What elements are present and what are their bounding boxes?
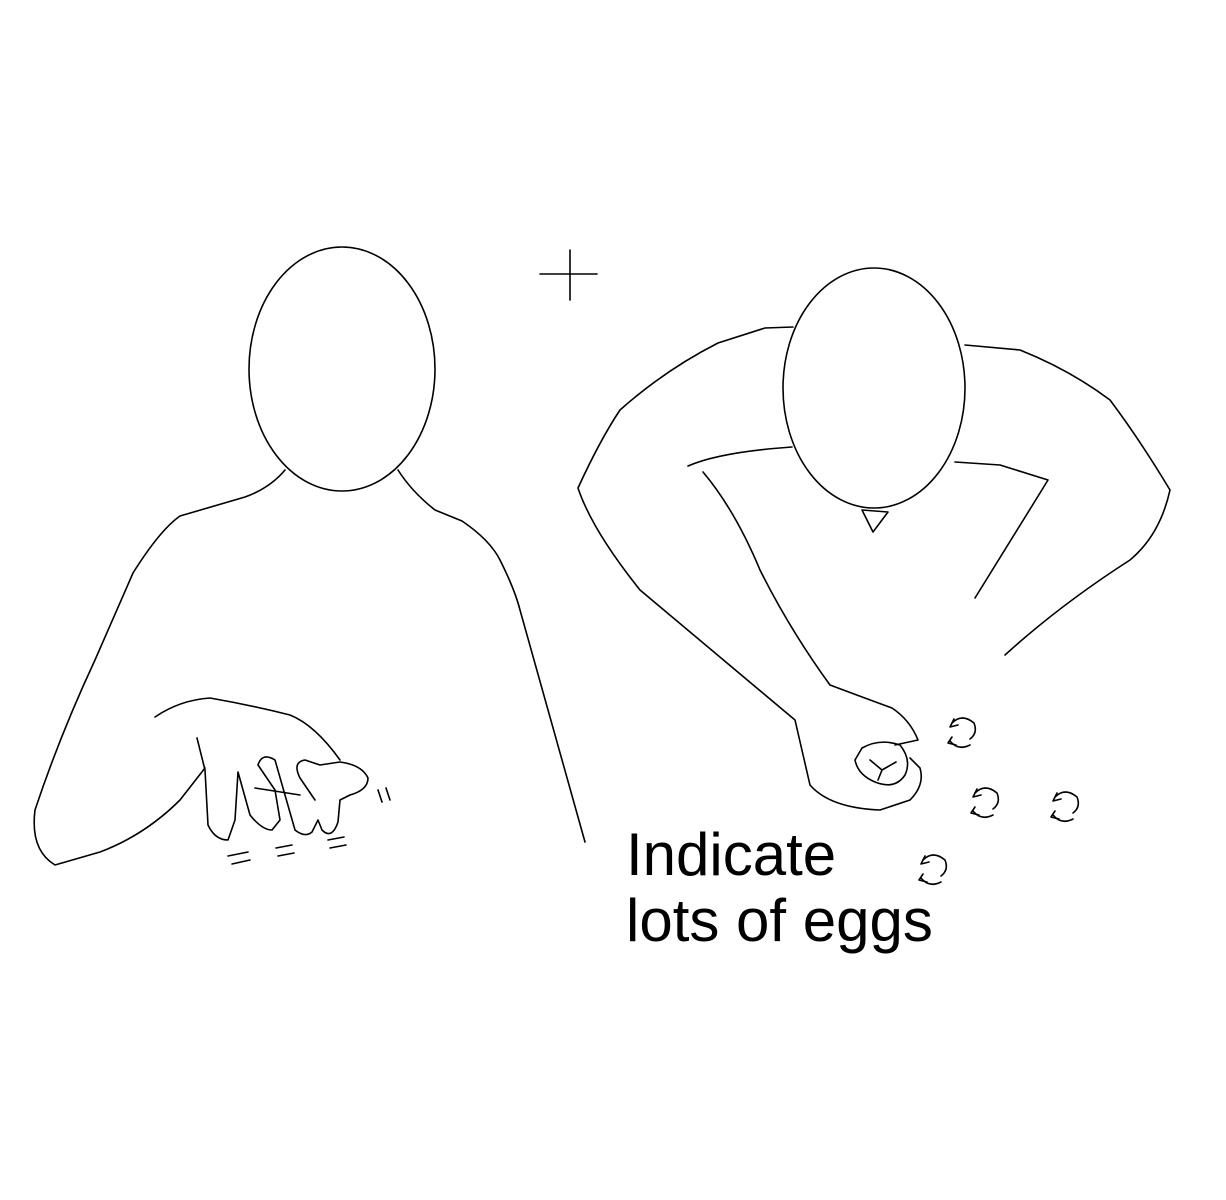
- left-head: [248, 246, 436, 492]
- right-collar: [954, 461, 1049, 599]
- left-hand-back: [154, 697, 341, 761]
- rotation-mark-2-icon: [970, 787, 1000, 819]
- right-shoulder-back: [964, 344, 1171, 656]
- right-signer-figure: [577, 267, 1171, 811]
- right-fist: [854, 741, 909, 786]
- sign-caption: Indicate lots of eggs: [626, 822, 933, 954]
- left-hand-finger-detail: [254, 787, 301, 796]
- crosshair-mark: [539, 249, 598, 301]
- rotation-mark-1-icon: [947, 717, 977, 749]
- right-arm-forearm: [702, 471, 919, 746]
- right-arm-inner: [687, 446, 793, 467]
- left-hand-fingers: [196, 737, 369, 841]
- right-head: [782, 267, 966, 509]
- right-fist-detail: [869, 759, 897, 781]
- left-torso-outline: [33, 469, 286, 866]
- rotation-mark-3-icon: [1050, 791, 1080, 823]
- rotation-mark-4-icon: [918, 854, 948, 886]
- caption-line-1: Indicate: [626, 821, 837, 888]
- right-chin: [861, 509, 889, 533]
- left-shoulder-right: [397, 469, 586, 843]
- caption-line-2: lots of eggs: [626, 887, 933, 954]
- scatter-motion-marks: [918, 717, 1080, 886]
- right-shoulders: [577, 326, 923, 811]
- left-signer-figure: [33, 246, 586, 866]
- left-wiggle-marks: [227, 787, 391, 865]
